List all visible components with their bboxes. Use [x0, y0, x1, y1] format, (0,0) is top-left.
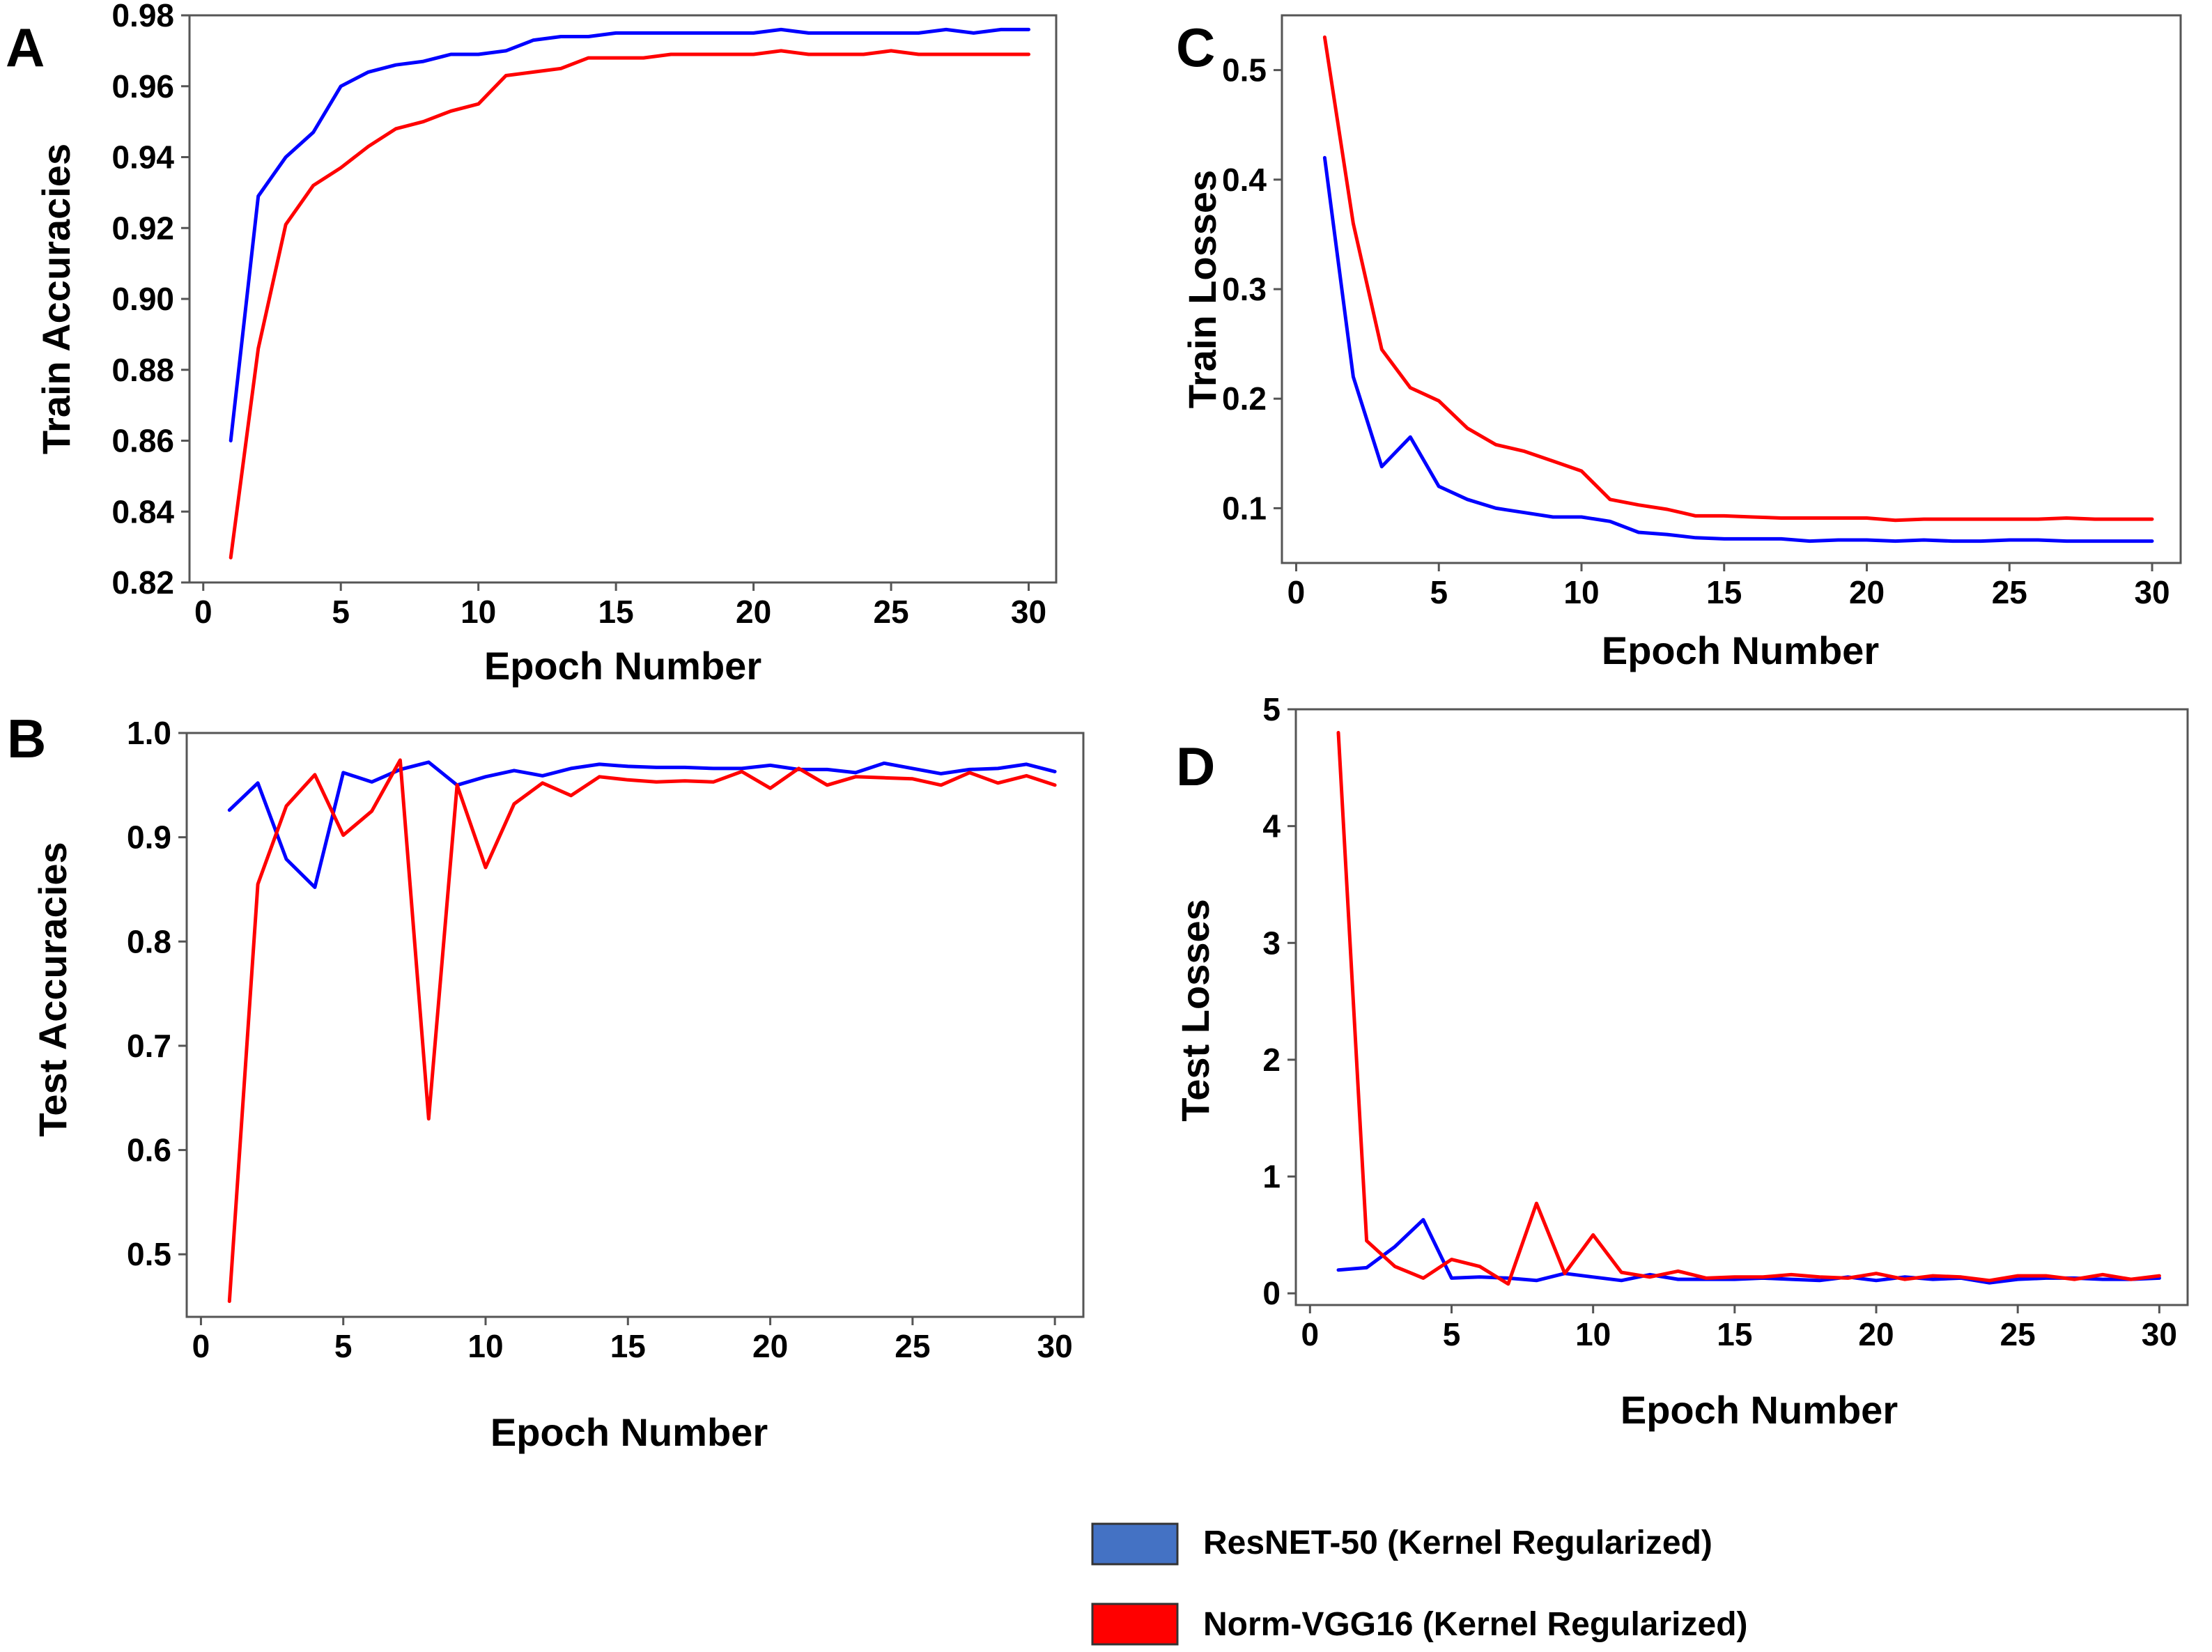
y-tick-label-b-4: 0.9: [127, 819, 171, 856]
y-tick-label-b-2: 0.7: [127, 1028, 171, 1064]
x-tick-label-b-0: 0: [192, 1328, 210, 1364]
y-axis-label-c: Train Losses: [1180, 170, 1224, 408]
x-tick-label-d-30: 30: [2142, 1316, 2177, 1352]
y-tick-label-c-3: 0.4: [1222, 162, 1267, 198]
legend-swatch-vgg: [1091, 1603, 1179, 1646]
panel-letter-b: B: [7, 708, 46, 769]
x-tick-label-d-5: 5: [1443, 1316, 1461, 1352]
legend-label-vgg: Norm-VGG16 (Kernel Regularized): [1203, 1606, 1748, 1643]
legend-swatch-resnet: [1091, 1522, 1179, 1566]
y-tick-label-b-3: 0.8: [127, 923, 171, 959]
series-line-resnet-b: [227, 760, 1057, 889]
y-tick-label-c-2: 0.3: [1222, 271, 1267, 307]
panel-c: C 0 5 10 15 20 25 30 0.1 0.2 0.3 0.4 0.5 Epoch Numb…: [1176, 14, 2182, 672]
series-line-vgg-b: [227, 758, 1057, 1304]
x-tick-label-b-20: 20: [752, 1328, 788, 1364]
x-tick-label-c-0: 0: [1287, 574, 1306, 610]
panel-d: D 0 5 10 15 20 25 30 0 1 2 3 4 5 Epoch Number Test L…: [1173, 691, 2189, 1432]
x-tick-label-d-0: 0: [1301, 1316, 1320, 1352]
x-tick-label-a-10: 10: [461, 594, 496, 630]
y-tick-label-a-0: 0.82: [111, 564, 174, 601]
plot-frame-d: [1294, 708, 2189, 1306]
series-line-vgg-d: [1336, 731, 2161, 1286]
y-tick-label-b-1: 0.6: [127, 1132, 171, 1168]
x-tick-label-a-15: 15: [598, 594, 634, 630]
series-line-vgg-a: [229, 49, 1030, 559]
x-tick-label-d-15: 15: [1717, 1316, 1752, 1352]
legend: ResNET-50 (Kernel Regularized) Norm-VGG1…: [1091, 1522, 1748, 1646]
y-tick-label-a-7: 0.96: [111, 68, 174, 105]
x-tick-label-a-30: 30: [1011, 594, 1046, 630]
y-tick-label-a-5: 0.92: [111, 210, 174, 246]
panel-a: A 0 5 10 15 20 25 30 0.82 0.84 0.86 0.88 0.90 0.92 0.…: [6, 0, 1058, 688]
panel-letter-d: D: [1176, 736, 1215, 797]
x-tick-label-b-30: 30: [1037, 1328, 1073, 1364]
y-tick-label-d-5: 5: [1262, 691, 1281, 727]
x-tick-label-d-10: 10: [1575, 1316, 1611, 1352]
series-line-resnet-a: [229, 27, 1030, 442]
y-tick-label-d-3: 3: [1262, 925, 1281, 961]
y-tick-label-d-0: 0: [1262, 1275, 1281, 1311]
x-tick-label-c-15: 15: [1706, 574, 1742, 610]
plot-frame-c: [1281, 14, 2182, 564]
y-tick-label-a-6: 0.94: [111, 139, 174, 176]
x-tick-label-b-25: 25: [895, 1328, 930, 1364]
y-tick-label-d-1: 1: [1262, 1159, 1281, 1195]
y-tick-label-a-3: 0.88: [111, 352, 174, 388]
y-axis-label-a: Train Accuracies: [34, 144, 78, 454]
x-axis-label-a: Epoch Number: [484, 644, 761, 688]
series-line-resnet-c: [1322, 155, 2154, 543]
x-axis-label-b: Epoch Number: [490, 1410, 768, 1454]
series-line-vgg-c: [1322, 35, 2154, 523]
x-tick-label-b-15: 15: [610, 1328, 646, 1364]
x-axis-label-c: Epoch Number: [1602, 628, 1879, 672]
x-tick-label-c-30: 30: [2134, 574, 2170, 610]
y-axis-label-d: Test Losses: [1173, 899, 1217, 1122]
x-tick-label-a-5: 5: [332, 594, 350, 630]
x-tick-label-b-10: 10: [467, 1328, 503, 1364]
y-tick-label-a-4: 0.90: [111, 281, 174, 317]
legend-label-resnet: ResNET-50 (Kernel Regularized): [1203, 1524, 1712, 1561]
y-tick-label-d-4: 4: [1262, 808, 1281, 844]
y-tick-label-c-0: 0.1: [1222, 490, 1267, 526]
y-axis-label-b: Test Accuracies: [31, 842, 75, 1136]
x-tick-label-a-0: 0: [194, 594, 212, 630]
x-tick-label-c-20: 20: [1849, 574, 1885, 610]
y-tick-label-b-5: 1.0: [127, 715, 171, 751]
x-tick-label-a-20: 20: [736, 594, 771, 630]
x-axis-label-d: Epoch Number: [1621, 1388, 1898, 1432]
x-tick-label-c-5: 5: [1430, 574, 1448, 610]
x-tick-label-c-25: 25: [1992, 574, 2027, 610]
y-tick-label-d-2: 2: [1262, 1042, 1281, 1078]
y-tick-label-c-4: 0.5: [1222, 52, 1267, 88]
y-tick-label-a-8: 0.98: [111, 0, 174, 33]
panel-b: B 0 5 10 15 20 25 30 0.5 0.6 0.7 0.8 0.9 1.0 Epoch N…: [7, 708, 1085, 1454]
x-tick-label-a-25: 25: [873, 594, 908, 630]
panel-letter-a: A: [6, 17, 45, 78]
y-tick-label-a-2: 0.86: [111, 423, 174, 459]
x-tick-label-d-25: 25: [2000, 1316, 2036, 1352]
x-tick-label-b-5: 5: [334, 1328, 353, 1364]
y-tick-label-c-1: 0.2: [1222, 380, 1267, 417]
panel-letter-c: C: [1176, 17, 1215, 78]
x-tick-label-c-10: 10: [1563, 574, 1599, 610]
y-tick-label-a-1: 0.84: [111, 493, 174, 530]
x-tick-label-d-20: 20: [1858, 1316, 1894, 1352]
plot-frame-b: [185, 732, 1085, 1318]
plot-frame-a: [188, 14, 1058, 584]
y-tick-label-b-0: 0.5: [127, 1236, 171, 1272]
